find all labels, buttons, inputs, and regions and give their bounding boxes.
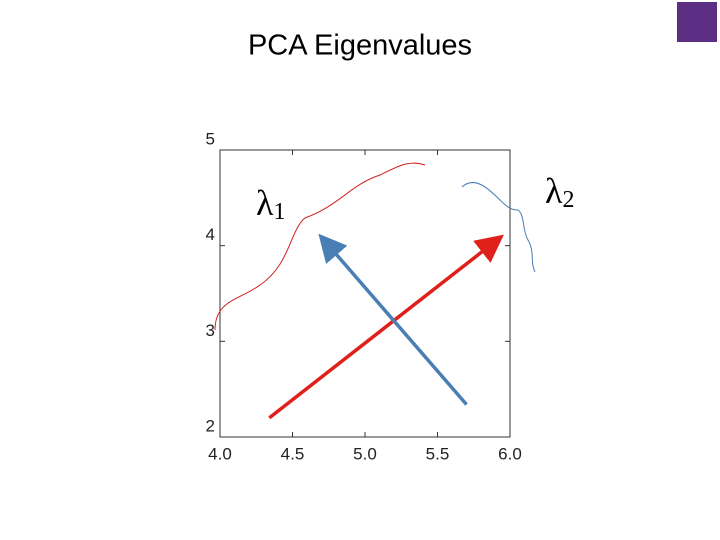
y-tick-label: 3 xyxy=(206,321,215,340)
y-tick-label: 5 xyxy=(206,129,215,148)
logo xyxy=(677,2,717,42)
subscript: 1 xyxy=(273,199,285,225)
x-tick-label: 4.0 xyxy=(208,444,232,463)
eigenvector-arrow xyxy=(318,233,468,406)
brace-blue xyxy=(461,182,536,273)
y-tick-label: 4 xyxy=(206,225,215,244)
eigen-label: λ1 xyxy=(256,183,285,225)
brace-red xyxy=(214,162,426,331)
eigen-label: λ2 xyxy=(545,171,574,213)
x-tick-label: 6.0 xyxy=(498,444,522,463)
symbol: λ xyxy=(256,183,274,223)
y-tick-label: 2 xyxy=(206,416,215,435)
x-tick-label: 4.5 xyxy=(281,444,305,463)
x-tick-label: 5.5 xyxy=(426,444,450,463)
chart-title: PCA Eigenvalues xyxy=(248,30,472,62)
eigenvector-arrow xyxy=(268,234,504,420)
x-tick-label: 5.0 xyxy=(353,444,377,463)
subscript: 2 xyxy=(562,187,574,213)
symbol: λ xyxy=(545,171,563,211)
